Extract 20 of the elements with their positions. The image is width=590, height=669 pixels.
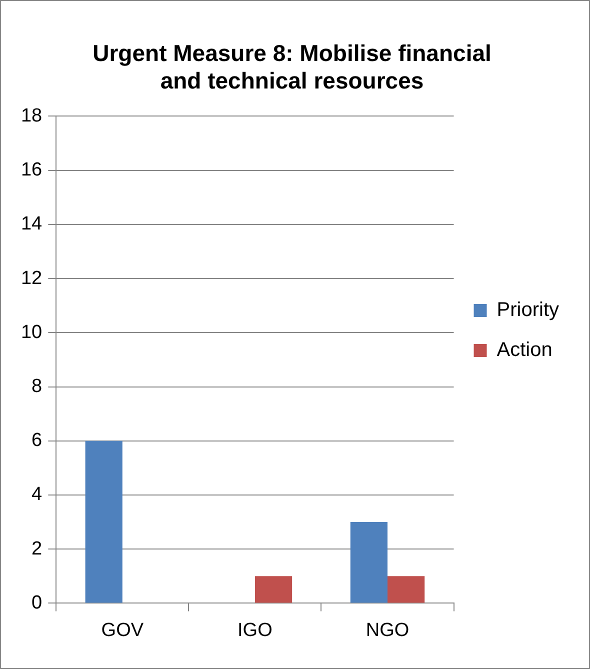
legend-label: Priority [496, 299, 560, 322]
y-tick-label: 18 [20, 105, 42, 126]
bar [85, 440, 122, 603]
y-tick-label: 4 [32, 484, 43, 506]
y-tick-label: 0 [32, 592, 42, 614]
y-tick-label: 16 [20, 160, 42, 181]
bar [254, 576, 292, 603]
x-tick-label: NGO [366, 620, 410, 641]
bar [350, 522, 388, 603]
chart-title: Urgent Measure 8: Mobilise financial and technical resources [92, 40, 492, 94]
y-tick-label: 14 [20, 214, 43, 235]
x-tick-label: GOV [101, 620, 144, 641]
y-tick-label: 8 [32, 376, 42, 397]
y-tick-label: 6 [32, 430, 42, 452]
y-tick-label: 2 [32, 538, 42, 560]
y-tick-label: 12 [20, 268, 42, 289]
bar [388, 576, 425, 603]
y-tick-label: 10 [20, 322, 42, 343]
legend-label: Action [496, 339, 552, 362]
x-tick-label: IGO [238, 620, 272, 641]
